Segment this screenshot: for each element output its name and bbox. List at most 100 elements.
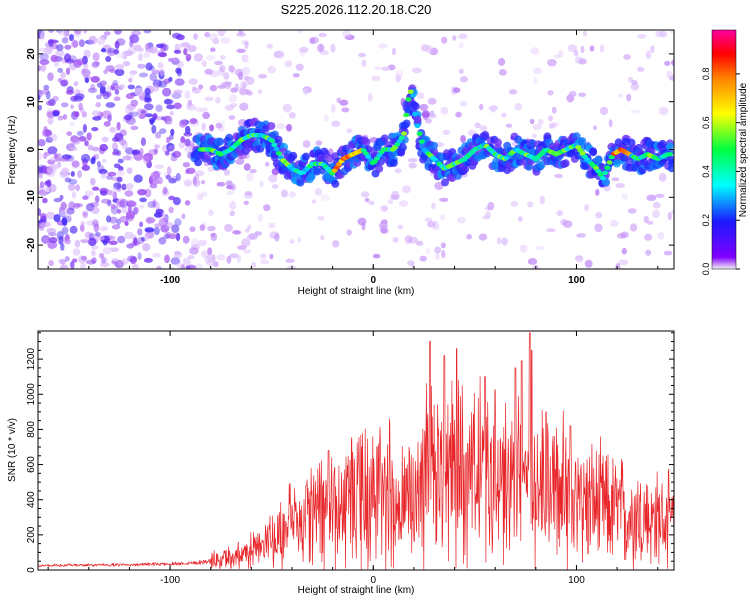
heatmap-cell [47,116,54,125]
x-tick-label: -100 [160,275,180,286]
heatmap-cell [630,109,640,114]
heatmap-cell [126,200,136,208]
heatmap-cell [153,148,158,154]
heatmap-cell [149,46,158,54]
colorbar-tick-label: 0.6 [701,116,711,129]
heatmap-cell [615,183,625,188]
heatmap-cell [71,160,80,168]
heatmap-cell [45,211,56,220]
heatmap-cell [164,99,174,105]
heatmap-cell [45,100,54,106]
heatmap-cell [669,30,674,34]
y-tick-label: 200 [26,526,37,543]
heatmap-cell [405,97,412,102]
y-tick-label: 400 [26,491,37,508]
y-tick-label: 0 [26,567,37,573]
heatmap-cell [111,224,121,230]
heatmap-cell [140,137,146,147]
heatmap-cell [427,221,436,228]
heatmap-cell [42,197,48,204]
heatmap-cell [140,109,146,114]
heatmap-cell [628,76,634,83]
heatmap-cell [655,30,664,38]
heatmap-cell [249,168,257,174]
heatmap-cell [69,121,75,127]
heatmap-cell [372,253,381,259]
heatmap-cell [40,32,45,41]
heatmap-cell [274,233,280,242]
heatmap-cell [143,233,149,242]
heatmap-cell [53,197,63,203]
heatmap-cell [259,181,264,187]
heatmap-cell [332,240,340,248]
heatmap-cell [52,110,60,117]
heatmap-cell [193,33,198,40]
heatmap-cell [243,192,253,199]
heatmap-cell [193,53,203,62]
heatmap-cell [81,164,91,171]
heatmap-cell [87,87,98,94]
heatmap-cell [244,41,249,49]
heatmap-cell [65,89,74,95]
heatmap-cell [358,52,367,58]
heatmap-cell [645,50,652,59]
heatmap-cell [61,37,69,44]
heatmap-cell [145,217,156,224]
heatmap-cell [158,217,169,227]
heatmap-cell [186,45,197,53]
heatmap-cell [665,142,674,151]
heatmap-cell [105,56,112,62]
heatmap-cell [107,189,113,196]
heatmap-cell [70,146,78,151]
heatmap-cell [452,35,457,41]
heatmap-cell [116,169,125,177]
heatmap-cell [106,215,112,223]
heatmap-cell [99,80,108,86]
heatmap-cell [237,72,244,81]
heatmap-cell [132,207,140,214]
heatmap-cell [250,262,257,268]
heatmap-cell [204,68,213,75]
heatmap-cell [578,92,587,98]
heatmap-cell [99,262,110,268]
heatmap-cell [342,30,351,38]
heatmap-cell [134,87,144,97]
heatmap-cell [409,93,416,98]
heatmap-cell [658,172,667,182]
heatmap-cell [116,198,126,204]
snr-frame [37,330,675,571]
heatmap-cell [106,199,112,207]
heatmap-cell [152,252,161,258]
heatmap-cell [629,223,638,232]
heatmap-cell [75,203,83,208]
heatmap-cell [652,209,660,218]
heatmap-cell [441,250,446,259]
heatmap-cell [223,73,230,81]
heatmap-cell [156,265,162,269]
heatmap-cell [72,39,79,48]
heatmap-cell [48,30,54,33]
heatmap-cell [331,179,340,188]
heatmap-cell [276,123,286,130]
heatmap-cell [302,140,311,148]
heatmap-cell [61,217,68,226]
heatmap-cell [59,264,69,269]
heatmap-cell [518,216,523,222]
heatmap-cell [174,43,183,51]
heatmap-cell [667,156,674,164]
heatmap-cell [76,130,84,136]
heatmap-cell [224,223,233,232]
heatmap-cell [184,200,191,206]
heatmap-cell [458,41,464,49]
heatmap-cell [220,54,226,60]
heatmap-cell [216,30,227,35]
heatmap-cell [199,107,209,113]
heatmap-cell [47,72,54,81]
heatmap-cell [174,78,185,86]
heatmap-cell [119,215,129,223]
heatmap-cell [582,30,588,37]
heatmap-cell [179,119,187,128]
heatmap-cell [242,82,248,88]
heatmap-cell [168,145,175,151]
